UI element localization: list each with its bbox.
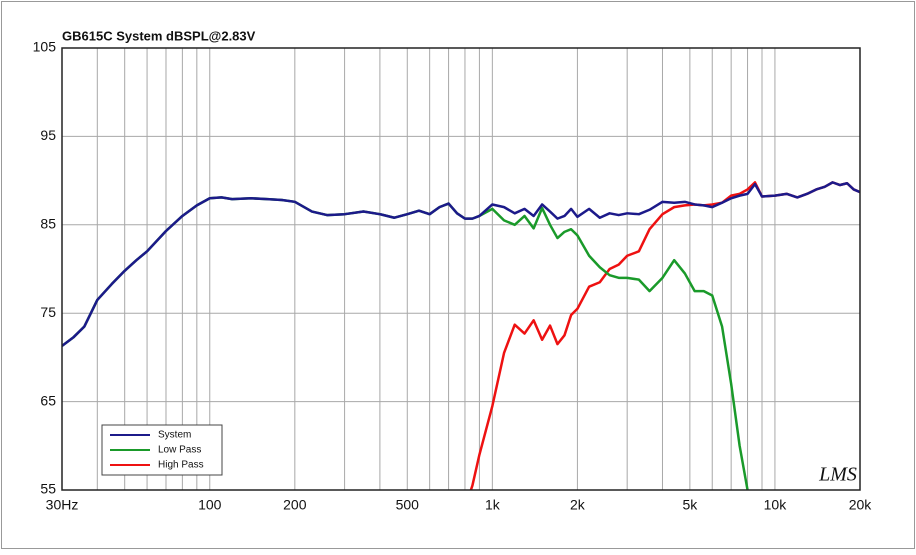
x-tick-label: 30Hz — [46, 497, 79, 513]
legend-label: High Pass — [158, 460, 204, 471]
y-tick-label: 75 — [40, 304, 56, 320]
y-tick-label: 85 — [40, 216, 56, 232]
y-tick-label: 95 — [40, 127, 56, 143]
x-tick-label: 5k — [682, 497, 698, 513]
series-line — [62, 181, 860, 347]
plot-frame — [61, 47, 861, 491]
y-tick-label: 65 — [40, 392, 56, 408]
y-tick-label: 105 — [33, 39, 57, 55]
x-tick-label: 20k — [849, 497, 873, 513]
chart-title: GB615C System dBSPL@2.83V — [62, 28, 256, 43]
x-tick-label: 200 — [283, 497, 307, 513]
legend-label: System — [158, 430, 191, 441]
x-tick-label: 10k — [764, 497, 788, 513]
x-tick-label: 1k — [485, 497, 501, 513]
plot-lines — [62, 181, 860, 490]
x-tick-label: 500 — [396, 497, 420, 513]
x-tick-label: 100 — [198, 497, 222, 513]
y-tick-label: 55 — [40, 481, 56, 497]
legend-label: Low Pass — [158, 445, 201, 456]
logo: LMS — [818, 464, 857, 486]
x-tick-label: 2k — [570, 497, 586, 513]
